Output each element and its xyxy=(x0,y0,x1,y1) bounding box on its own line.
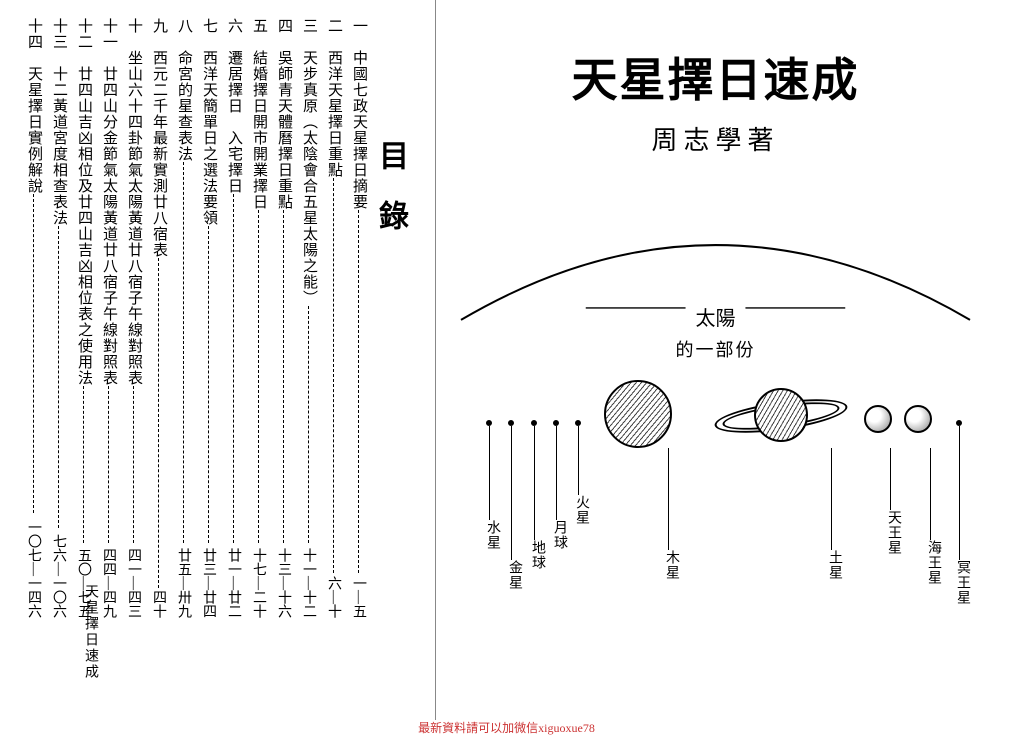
table-of-contents: 一 中國七政天星擇日摘要一—五二 西洋天星擇日重點六—十三 天步真原（太陰會合五… xyxy=(24,18,368,618)
toc-entry: 一 中國七政天星擇日摘要一—五 xyxy=(349,18,368,618)
leader-line xyxy=(534,426,535,540)
toc-entry-pages: 七六—一〇六 xyxy=(49,534,68,618)
leader-line xyxy=(668,448,669,550)
planet-label-neptune: 海王星 xyxy=(923,540,943,585)
footer-watermark: 最新資料請可以加微信xiguoxue78 xyxy=(0,719,1013,736)
toc-entry-title: 六 遷居擇日 入宅擇日 xyxy=(224,18,243,194)
toc-entry-title: 五 結婚擇日開市開業擇日 xyxy=(249,18,268,210)
planet-label-saturn: 土星 xyxy=(824,550,844,580)
toc-entry-title: 二 西洋天星擇日重點 xyxy=(324,18,343,178)
leader-line xyxy=(578,426,579,495)
book-title: 天星擇日速成 xyxy=(436,44,995,110)
toc-entry-title: 十二 廿四山吉凶相位及廿四山吉凶相位表之使用法 xyxy=(74,18,93,386)
toc-entry-title: 十 坐山六十四卦節氣太陽黃道廿八宿子午線對照表 xyxy=(124,18,143,386)
solar-system-diagram: 太陽 的一部份 水星金星地球月球火星木星土星天王星海王星冥 xyxy=(456,220,975,620)
saturn xyxy=(726,385,836,445)
planet-label-mercury: 水星 xyxy=(482,520,502,550)
author-name: 周志學著 xyxy=(436,120,995,157)
toc-leader-dots xyxy=(333,178,334,573)
leader-line xyxy=(556,426,557,520)
uranus xyxy=(864,405,892,433)
toc-leader-dots xyxy=(308,306,309,543)
toc-leader-dots xyxy=(108,386,109,543)
toc-leader-dots xyxy=(83,386,84,543)
jupiter xyxy=(604,380,672,448)
toc-entry: 十一 廿四山分金節氣太陽黃道廿八宿子午線對照表四四—四九 xyxy=(99,18,118,618)
toc-entry: 十四 天星擇日實例解說一〇七—一四六 xyxy=(24,18,43,618)
leader-line xyxy=(511,426,512,560)
toc-leader-dots xyxy=(258,210,259,543)
leader-line xyxy=(489,426,490,520)
toc-entry: 十二 廿四山吉凶相位及廿四山吉凶相位表之使用法五〇—七五 xyxy=(74,18,93,618)
planet-label-moon: 月球 xyxy=(549,520,569,550)
toc-entry-pages: 廿一—廿二 xyxy=(224,548,243,618)
toc-entry-pages: 四十 xyxy=(149,590,168,618)
toc-leader-dots xyxy=(133,386,134,543)
toc-entry-pages: 一〇七—一四六 xyxy=(24,520,43,618)
toc-entry-pages: 四一—四三 xyxy=(124,548,143,618)
planet-label-mars: 火星 xyxy=(571,495,591,525)
planet-label-uranus: 天王星 xyxy=(883,510,903,555)
toc-entry-title: 三 天步真原（太陰會合五星太陽之能） xyxy=(299,18,318,306)
cover-page: 天星擇日速成 周志學著 太陽 的一部份 xyxy=(435,0,995,720)
toc-entry: 五 結婚擇日開市開業擇日十七—二十 xyxy=(249,18,268,618)
planet-label-pluto: 冥王星 xyxy=(952,560,972,605)
toc-entry-pages: 十三—十六 xyxy=(274,548,293,618)
toc-leader-dots xyxy=(33,194,34,513)
toc-leader-dots xyxy=(58,226,59,528)
sun-label: 太陽 xyxy=(456,302,975,331)
toc-entry-title: 十四 天星擇日實例解說 xyxy=(24,18,43,194)
toc-entry-title: 四 吳師青天體曆擇日重點 xyxy=(274,18,293,210)
planet-label-venus: 金星 xyxy=(504,560,524,590)
toc-entry: 十三 十二黃道宮度相查表法七六—一〇六 xyxy=(49,18,68,618)
toc-entry-title: 七 西洋天簡單日之選法要領 xyxy=(199,18,218,226)
leader-line xyxy=(831,448,832,550)
toc-entry-title: 一 中國七政天星擇日摘要 xyxy=(349,18,368,210)
toc-leader-dots xyxy=(283,210,284,543)
toc-entry-pages: 六—十 xyxy=(324,576,343,618)
toc-page: 目錄 一 中國七政天星擇日摘要一—五二 西洋天星擇日重點六—十三 天步真原（太陰… xyxy=(0,0,430,720)
leader-line xyxy=(959,426,960,560)
toc-entry: 二 西洋天星擇日重點六—十 xyxy=(324,18,343,618)
neptune xyxy=(904,405,932,433)
toc-entry: 七 西洋天簡單日之選法要領廿三—廿四 xyxy=(199,18,218,618)
toc-entry-pages: 十一—十二 xyxy=(299,548,318,618)
toc-entry-pages: 廿三—廿四 xyxy=(199,548,218,618)
toc-entry-title: 十三 十二黃道宮度相查表法 xyxy=(49,18,68,226)
planet-label-jupiter: 木星 xyxy=(661,550,681,580)
toc-leader-dots xyxy=(233,194,234,543)
toc-entry-pages: 十七—二十 xyxy=(249,548,268,618)
sun-sublabel: 的一部份 xyxy=(456,336,975,362)
leader-line xyxy=(890,448,891,510)
planet-label-earth: 地球 xyxy=(527,540,547,570)
toc-entry: 八 命宮的星查表法廿五—卅九 xyxy=(174,18,193,618)
toc-leader-dots xyxy=(183,162,184,543)
toc-entry-pages: 一—五 xyxy=(349,576,368,618)
toc-leader-dots xyxy=(158,258,159,588)
toc-entry-title: 九 西元二千年最新實測廿八宿表 xyxy=(149,18,168,258)
toc-entry: 六 遷居擇日 入宅擇日廿一—廿二 xyxy=(224,18,243,618)
toc-entry: 四 吳師青天體曆擇日重點十三—十六 xyxy=(274,18,293,618)
toc-entry: 三 天步真原（太陰會合五星太陽之能） 十一—十二 xyxy=(299,18,318,618)
toc-entry-title: 八 命宮的星查表法 xyxy=(174,18,193,162)
leader-line xyxy=(930,448,931,540)
toc-leader-dots xyxy=(358,210,359,573)
toc-entry: 九 西元二千年最新實測廿八宿表四十 xyxy=(149,18,168,618)
toc-leader-dots xyxy=(208,226,209,543)
toc-entry-pages: 四四—四九 xyxy=(99,548,118,618)
spine-title: 天星擇日速成 xyxy=(80,584,100,680)
toc-entry: 十 坐山六十四卦節氣太陽黃道廿八宿子午線對照表四一—四三 xyxy=(124,18,143,618)
toc-heading: 目錄 xyxy=(368,140,412,260)
toc-entry-title: 十一 廿四山分金節氣太陽黃道廿八宿子午線對照表 xyxy=(99,18,118,386)
toc-entry-pages: 廿五—卅九 xyxy=(174,548,193,618)
